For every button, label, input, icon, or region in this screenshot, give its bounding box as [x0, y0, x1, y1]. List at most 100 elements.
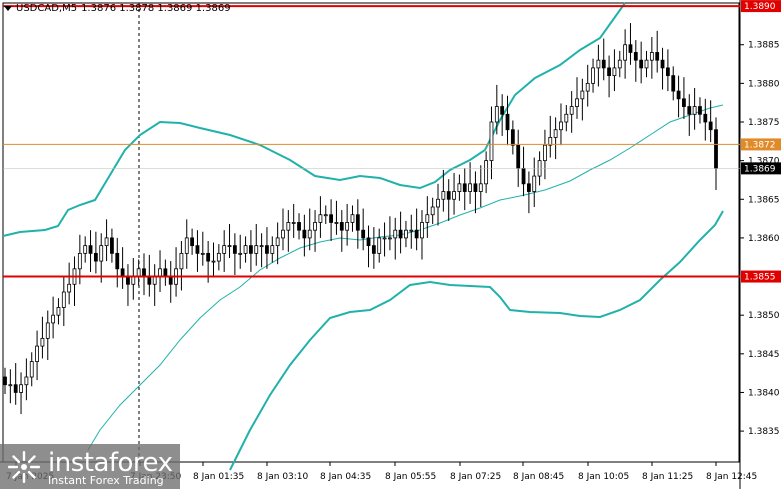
candle-body — [184, 237, 189, 254]
candle-body — [516, 144, 521, 169]
ohlc-values: 1.3876 1.3878 1.3869 1.3869 — [81, 3, 231, 14]
instaforex-logo: instaforex Instant Forex Trading — [0, 444, 180, 489]
candle-body — [249, 245, 253, 254]
candle-body — [703, 113, 708, 123]
candle-body — [88, 245, 93, 254]
candle-body — [131, 276, 136, 285]
candle-body — [168, 276, 173, 285]
candle-body — [382, 237, 387, 240]
candle-body — [259, 245, 264, 248]
price-tick-label: 1.3840 — [748, 388, 780, 398]
candle-body — [649, 52, 654, 61]
candle-body — [286, 222, 291, 231]
time-tick-label: 8 Jan 11:25 — [642, 472, 693, 482]
candle-body — [457, 183, 462, 192]
candle-body — [377, 237, 382, 254]
candle-body — [291, 222, 296, 224]
candle-body — [302, 229, 307, 239]
candle-body — [623, 44, 628, 61]
symbol-label: USDCAD,M5 — [16, 3, 78, 14]
candle-body — [564, 113, 569, 123]
candle-body — [334, 222, 339, 224]
logo-tagline: Instant Forex Trading — [48, 474, 164, 487]
candle-body — [13, 384, 18, 393]
candle-body — [232, 245, 237, 254]
orange-price-tag — [741, 138, 781, 151]
candle-body — [104, 237, 109, 247]
candle-body — [692, 106, 697, 115]
candle-body — [270, 245, 275, 254]
candle-body — [126, 276, 130, 285]
candle-body — [56, 307, 61, 316]
candle-body — [591, 67, 595, 84]
candle-body — [227, 245, 232, 248]
logo-mark-icon — [8, 451, 40, 483]
candle-body — [489, 121, 494, 162]
price-tick-label: 1.3870 — [748, 157, 780, 167]
candle-body — [318, 214, 323, 223]
candle-body — [313, 222, 317, 231]
candle-body — [580, 90, 585, 100]
candle-body — [687, 106, 692, 115]
candle-body — [345, 222, 350, 231]
candle-body — [40, 337, 45, 347]
orange-price-tag-label: 1.3872 — [744, 140, 776, 150]
candle-body — [617, 59, 622, 69]
candle-body — [612, 67, 617, 77]
lower-red-price-tag-label: 1.3855 — [744, 273, 776, 283]
candle-body — [254, 245, 259, 254]
candle-body — [366, 237, 371, 247]
upper-red-price-tag — [741, 0, 781, 13]
candle-body — [409, 229, 414, 232]
candle-body — [206, 252, 211, 262]
candle-body — [698, 106, 702, 115]
candle-body — [628, 44, 633, 53]
candle-body — [665, 67, 670, 77]
candle-body — [190, 237, 195, 247]
candle-body — [671, 75, 676, 92]
price-tick-label: 1.3875 — [748, 118, 780, 128]
candle-body — [393, 229, 398, 239]
time-tick-label: 8 Jan 03:10 — [257, 472, 309, 482]
candle-body — [473, 183, 478, 192]
candle-body — [468, 183, 472, 192]
upper-red-price-tag-label: 1.3890 — [744, 2, 776, 12]
time-tick-label: 8 Jan 08:45 — [513, 472, 564, 482]
candle-body — [708, 121, 713, 131]
time-tick-label: 8 Jan 12:45 — [706, 472, 757, 482]
candle-body — [430, 206, 435, 216]
logo-brand-text: instaforex — [48, 448, 173, 478]
candle-body — [115, 252, 120, 270]
dropdown-triangle-icon[interactable] — [4, 6, 12, 11]
candle-body — [585, 82, 590, 92]
price-tick-label: 1.3885 — [748, 41, 780, 51]
candle-body — [361, 229, 366, 239]
price-tick-label: 1.3845 — [748, 350, 780, 360]
candle-body — [67, 283, 72, 293]
candle-body — [200, 252, 205, 255]
candle-body — [660, 59, 665, 69]
price-tick-label: 1.3850 — [748, 311, 780, 321]
candle-body — [339, 222, 344, 231]
bollinger-upper-line — [2, 2, 626, 237]
price-axis-labels: 1.3835 1.3840 1.3845 1.3850 1.3860 1.3865 1.38… — [740, 41, 780, 437]
candle-body — [569, 106, 574, 115]
candle-body — [404, 229, 408, 239]
candle-body — [607, 67, 611, 77]
candle-body — [24, 376, 29, 386]
candle-body — [195, 245, 200, 254]
price-tick-label: 1.3860 — [748, 234, 780, 244]
candle-body — [179, 252, 184, 270]
candle-body — [136, 268, 141, 277]
candle-body — [446, 191, 451, 200]
candle-body — [329, 214, 333, 223]
candle-body — [532, 175, 537, 192]
price-tick-label: 1.3835 — [748, 427, 780, 437]
candle-body — [222, 245, 227, 254]
candle-body — [644, 59, 649, 69]
price-tick-label: 1.3880 — [748, 79, 780, 89]
price-tick-label: 1.3865 — [748, 195, 780, 205]
candle-body — [211, 260, 216, 263]
